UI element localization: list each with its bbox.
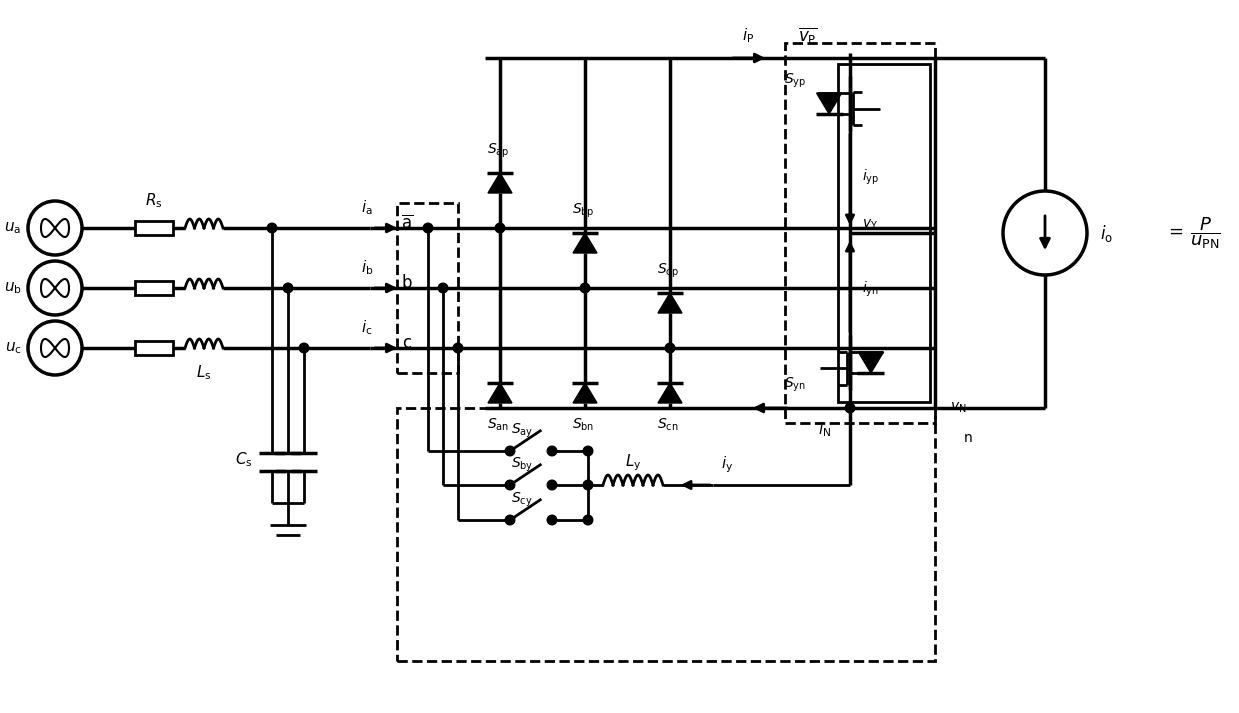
Circle shape xyxy=(496,223,504,233)
Text: $S_{\rm by}$: $S_{\rm by}$ xyxy=(510,456,534,474)
Circle shape xyxy=(584,515,592,525)
Text: $\overline{v_{\rm P}}$: $\overline{v_{\rm P}}$ xyxy=(798,26,818,46)
Text: $S_{\rm bp}$: $S_{\rm bp}$ xyxy=(571,202,595,220)
Bar xyxy=(135,341,173,355)
Text: $S_{\rm ay}$: $S_{\rm ay}$ xyxy=(510,422,533,440)
Text: $S_{\rm bn}$: $S_{\rm bn}$ xyxy=(572,417,595,434)
Circle shape xyxy=(506,480,514,490)
Text: $i_{\rm P}$: $i_{\rm P}$ xyxy=(742,26,755,46)
Polygon shape xyxy=(488,383,512,403)
Circle shape xyxy=(506,446,514,456)
Text: $\overline{\mathrm{a}}$: $\overline{\mathrm{a}}$ xyxy=(401,214,413,232)
Text: $i_{\rm N}$: $i_{\rm N}$ xyxy=(819,421,831,439)
Text: $\mathrm{n}$: $\mathrm{n}$ xyxy=(963,431,973,445)
Text: $i_{\rm b}$: $i_{\rm b}$ xyxy=(361,259,373,277)
Circle shape xyxy=(665,343,675,353)
Polygon shape xyxy=(859,352,883,373)
Circle shape xyxy=(548,480,556,490)
Text: $v_{\rm Y}$: $v_{\rm Y}$ xyxy=(862,217,878,232)
Polygon shape xyxy=(572,383,597,403)
Circle shape xyxy=(845,403,855,413)
Text: $i_{\rm a}$: $i_{\rm a}$ xyxy=(361,199,373,217)
Text: $L_{\rm s}$: $L_{\rm s}$ xyxy=(196,364,212,382)
Circle shape xyxy=(580,283,590,293)
Text: $S_{\rm ap}$: $S_{\rm ap}$ xyxy=(487,142,509,160)
Circle shape xyxy=(299,343,309,353)
Text: $S_{\rm cp}$: $S_{\rm cp}$ xyxy=(657,262,679,280)
Circle shape xyxy=(548,515,556,525)
Polygon shape xyxy=(817,93,841,114)
Circle shape xyxy=(424,223,432,233)
Text: $L_{\rm y}$: $L_{\rm y}$ xyxy=(624,453,642,473)
Text: $S_{\rm an}$: $S_{\rm an}$ xyxy=(487,417,509,434)
Text: $i_{\rm yp}$: $i_{\rm yp}$ xyxy=(862,168,880,187)
Text: $u_{\rm c}$: $u_{\rm c}$ xyxy=(5,340,21,356)
Circle shape xyxy=(548,446,556,456)
Circle shape xyxy=(439,283,447,293)
Text: $\mathrm{c}$: $\mathrm{c}$ xyxy=(401,334,413,352)
Text: $u_{\rm a}$: $u_{\rm a}$ xyxy=(5,220,21,236)
Text: $i_{\rm y}$: $i_{\rm y}$ xyxy=(721,455,733,476)
Text: $i_{\rm o}$: $i_{\rm o}$ xyxy=(1100,222,1113,244)
Text: $R_{\rm s}$: $R_{\rm s}$ xyxy=(145,192,162,210)
Text: $i_{\rm c}$: $i_{\rm c}$ xyxy=(362,319,373,337)
Polygon shape xyxy=(488,173,512,193)
Text: $i_{\rm yn}$: $i_{\rm yn}$ xyxy=(862,279,878,299)
Circle shape xyxy=(268,223,276,233)
Bar xyxy=(135,221,173,235)
Text: $S_{\rm yp}$: $S_{\rm yp}$ xyxy=(784,72,807,90)
Text: $S_{\rm cn}$: $S_{\rm cn}$ xyxy=(657,417,679,434)
Text: $\mathrm{b}$: $\mathrm{b}$ xyxy=(401,274,413,292)
Polygon shape xyxy=(658,293,681,313)
Circle shape xyxy=(584,446,592,456)
Circle shape xyxy=(506,515,514,525)
Polygon shape xyxy=(572,233,597,253)
Text: $S_{\rm yn}$: $S_{\rm yn}$ xyxy=(784,376,805,394)
Circle shape xyxy=(584,480,592,490)
Circle shape xyxy=(453,343,463,353)
Text: $=\,\dfrac{P}{u_{\rm PN}}$: $=\,\dfrac{P}{u_{\rm PN}}$ xyxy=(1165,215,1220,251)
Text: $v_{\rm N}$: $v_{\rm N}$ xyxy=(950,401,966,415)
Text: $S_{\rm cy}$: $S_{\rm cy}$ xyxy=(510,491,533,509)
Circle shape xyxy=(284,283,292,293)
Polygon shape xyxy=(658,383,681,403)
Bar xyxy=(135,281,173,295)
Text: $C_{\rm s}$: $C_{\rm s}$ xyxy=(235,451,253,469)
Text: $u_{\rm b}$: $u_{\rm b}$ xyxy=(4,280,22,296)
